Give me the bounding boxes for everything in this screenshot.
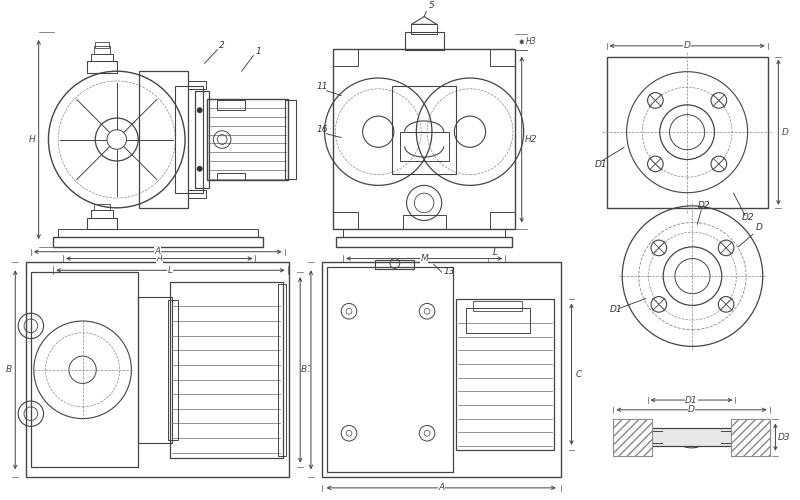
Bar <box>402 214 446 230</box>
Bar <box>326 268 454 472</box>
Text: L: L <box>168 266 173 275</box>
Bar <box>336 237 512 247</box>
Bar <box>647 428 735 446</box>
Text: D2: D2 <box>742 212 754 222</box>
Bar <box>218 172 245 180</box>
Text: D: D <box>688 406 695 414</box>
Bar <box>58 230 258 237</box>
Bar <box>730 418 770 456</box>
Text: 13: 13 <box>444 267 455 276</box>
Text: D3: D3 <box>778 432 790 442</box>
Text: 16: 16 <box>317 124 328 134</box>
Bar <box>138 296 172 443</box>
Bar <box>278 284 286 456</box>
Bar <box>87 62 117 73</box>
Text: D1: D1 <box>595 160 607 169</box>
Text: D: D <box>756 224 762 232</box>
Bar <box>218 100 245 110</box>
Circle shape <box>198 166 202 171</box>
Bar <box>456 298 554 450</box>
Text: D: D <box>684 42 690 50</box>
Bar <box>169 300 178 440</box>
Bar <box>175 86 202 193</box>
Bar <box>400 132 449 161</box>
Text: C: C <box>304 366 310 374</box>
Text: B: B <box>301 366 307 374</box>
Circle shape <box>198 108 202 112</box>
Bar <box>730 418 770 456</box>
Bar <box>343 230 505 237</box>
Text: L: L <box>493 248 498 256</box>
Text: D1: D1 <box>685 396 698 404</box>
Bar <box>334 212 358 230</box>
Text: A: A <box>156 254 162 263</box>
Text: D2: D2 <box>698 201 710 210</box>
Bar <box>188 190 206 198</box>
Bar <box>606 56 768 208</box>
Bar <box>95 42 109 48</box>
Bar <box>466 308 530 332</box>
Bar <box>91 210 113 218</box>
Polygon shape <box>411 16 437 24</box>
Text: D1: D1 <box>610 305 622 314</box>
Bar <box>91 54 113 62</box>
Bar <box>94 204 110 210</box>
Bar <box>490 49 515 66</box>
Bar <box>207 98 287 180</box>
Bar <box>322 262 561 477</box>
Text: H: H <box>29 135 35 144</box>
Bar <box>647 428 735 446</box>
Bar <box>87 218 117 230</box>
Text: M: M <box>420 254 428 263</box>
Bar <box>490 212 515 230</box>
Text: C: C <box>575 370 582 378</box>
Bar <box>614 418 653 456</box>
Bar <box>139 71 188 208</box>
Bar <box>54 237 263 247</box>
Text: 1: 1 <box>255 46 261 56</box>
Bar <box>94 46 110 54</box>
Text: H3: H3 <box>526 38 537 46</box>
Text: 2: 2 <box>219 41 225 50</box>
Bar <box>188 81 206 89</box>
Bar <box>170 282 282 458</box>
Bar <box>26 262 290 477</box>
Bar <box>285 100 296 178</box>
Bar <box>411 24 437 34</box>
Bar <box>375 260 414 270</box>
Bar <box>473 302 522 312</box>
Bar <box>334 49 515 230</box>
Bar <box>405 32 444 50</box>
Bar <box>614 418 653 456</box>
Text: D: D <box>782 128 789 136</box>
Bar <box>392 86 456 174</box>
Bar <box>195 90 210 188</box>
Text: A: A <box>438 484 444 492</box>
Text: 5: 5 <box>429 1 434 10</box>
Text: 11: 11 <box>317 82 328 91</box>
Text: A: A <box>154 247 161 256</box>
Bar <box>334 49 358 66</box>
Bar <box>31 272 138 468</box>
Text: B: B <box>6 366 11 374</box>
Text: H2: H2 <box>526 135 538 144</box>
